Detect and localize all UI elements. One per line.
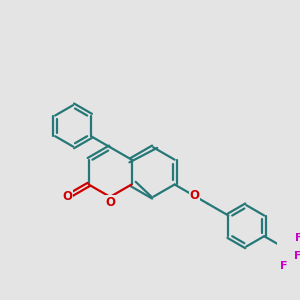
Text: F: F: [296, 233, 300, 243]
Text: F: F: [294, 251, 300, 261]
Text: O: O: [105, 196, 115, 209]
Text: O: O: [189, 189, 200, 203]
Text: F: F: [280, 261, 287, 271]
Text: O: O: [62, 190, 72, 203]
